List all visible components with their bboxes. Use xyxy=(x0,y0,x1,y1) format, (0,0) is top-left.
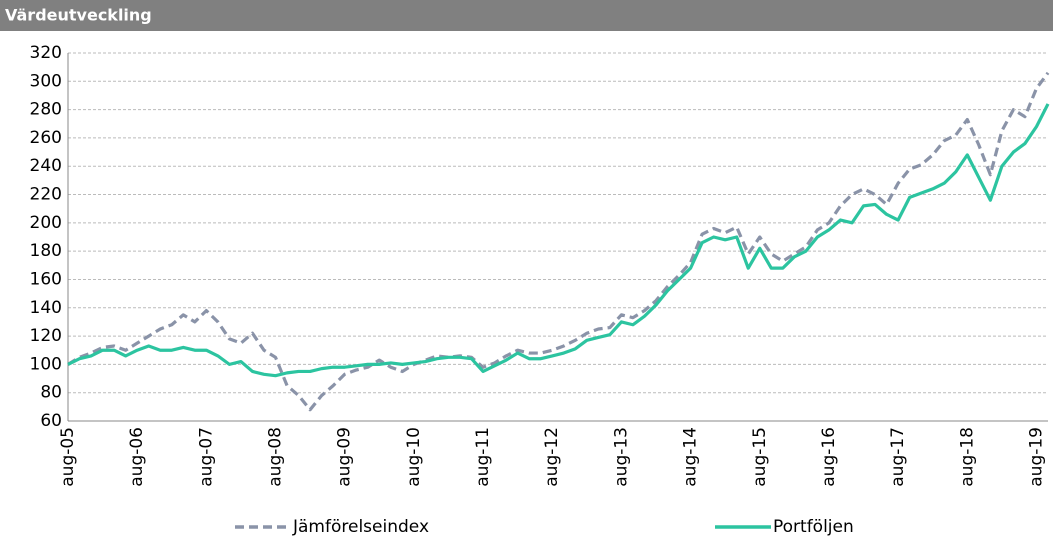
y-tick-label: 80 xyxy=(40,383,62,403)
x-tick-label: aug-17 xyxy=(888,427,908,487)
header-bar xyxy=(0,0,1053,31)
x-tick-label: aug-08 xyxy=(266,427,286,487)
y-tick-label: 320 xyxy=(30,43,62,63)
x-tick-label: aug-06 xyxy=(127,427,147,487)
y-tick-label: 260 xyxy=(30,128,62,148)
x-tick-label: aug-18 xyxy=(957,427,977,487)
x-tick-label: aug-10 xyxy=(404,427,424,487)
x-tick-label: aug-09 xyxy=(335,427,355,487)
x-tick-label: aug-12 xyxy=(542,427,562,487)
y-tick-label: 240 xyxy=(30,156,62,176)
y-tick-label: 300 xyxy=(30,71,62,91)
legend-label: Jämförelseindex xyxy=(292,517,429,537)
x-tick-label: aug-07 xyxy=(196,427,216,487)
y-tick-label: 120 xyxy=(30,326,62,346)
x-tick-label: aug-11 xyxy=(473,427,493,487)
x-tick-label: aug-13 xyxy=(611,427,631,487)
y-tick-label: 100 xyxy=(30,354,62,374)
x-tick-label: aug-16 xyxy=(819,427,839,487)
x-tick-label: aug-19 xyxy=(1026,427,1046,487)
chart-title: Värdeutveckling xyxy=(5,6,152,25)
y-tick-label: 180 xyxy=(30,241,62,261)
y-tick-label: 200 xyxy=(30,213,62,233)
x-tick-label: aug-05 xyxy=(58,427,78,487)
series-line xyxy=(67,103,1050,378)
series-line xyxy=(67,71,1050,412)
y-tick-label: 160 xyxy=(30,269,62,289)
legend-label: Portföljen xyxy=(773,517,854,537)
y-tick-label: 140 xyxy=(30,298,62,318)
x-tick-label: aug-14 xyxy=(681,427,701,487)
y-tick-label: 60 xyxy=(40,411,62,431)
y-tick-label: 220 xyxy=(30,185,62,205)
y-tick-label: 280 xyxy=(30,100,62,120)
x-tick-label: aug-15 xyxy=(750,427,770,487)
